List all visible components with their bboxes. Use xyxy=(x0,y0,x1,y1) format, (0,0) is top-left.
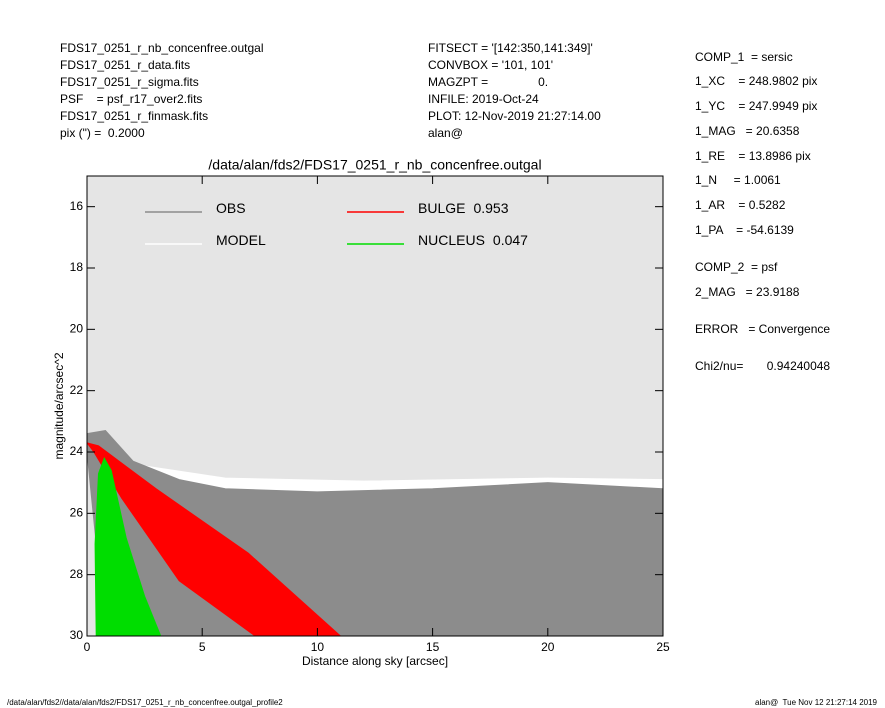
header-left-line: FDS17_0251_r_nb_concenfree.outgal xyxy=(60,41,263,55)
chart-title: /data/alan/fds2/FDS17_0251_r_nb_concenfr… xyxy=(208,157,541,173)
legend-label: NUCLEUS 0.047 xyxy=(418,232,528,248)
y-tick-label: 28 xyxy=(70,567,84,581)
fit-parameter: 1_N = 1.0061 xyxy=(695,173,781,187)
x-tick-label: 0 xyxy=(84,640,91,654)
header-left-line: PSF = psf_r17_over2.fits xyxy=(60,92,202,106)
header-middle-line: MAGZPT = 0. xyxy=(428,75,548,89)
fit-parameter: 1_MAG = 20.6358 xyxy=(695,124,800,138)
x-tick-label: 20 xyxy=(541,640,555,654)
y-tick-label: 18 xyxy=(70,260,84,274)
fit-parameter: 1_YC = 247.9949 pix xyxy=(695,99,817,113)
fit-parameter: 2_MAG = 23.9188 xyxy=(695,285,800,299)
fit-parameter: COMP_2 = psf xyxy=(695,260,778,274)
x-tick-label: 15 xyxy=(426,640,440,654)
y-tick-label: 22 xyxy=(70,383,84,397)
footer-left: /data/alan/fds2//data/alan/fds2/FDS17_02… xyxy=(7,698,283,707)
header-left-line: FDS17_0251_r_sigma.fits xyxy=(60,75,199,89)
header-middle-line: alan@ xyxy=(428,126,463,140)
x-tick-label: 25 xyxy=(656,640,670,654)
fit-parameter: 1_AR = 0.5282 xyxy=(695,198,786,212)
data-cloud xyxy=(94,456,162,636)
legend-label: OBS xyxy=(216,200,246,216)
plot-frame xyxy=(86,175,664,637)
legend-name: OBS xyxy=(216,200,246,216)
legend-name: NUCLEUS xyxy=(418,232,485,248)
y-tick-label: 20 xyxy=(70,322,84,336)
header-left-line: FDS17_0251_r_data.fits xyxy=(60,58,190,72)
y-tick-label: 30 xyxy=(70,628,84,642)
legend-label: BULGE 0.953 xyxy=(418,200,509,216)
legend-name: MODEL xyxy=(216,232,266,248)
legend-fraction: 0.047 xyxy=(493,232,528,248)
header-middle-line: PLOT: 12-Nov-2019 21:27:14.00 xyxy=(428,109,601,123)
header-left-line: pix (") = 0.2000 xyxy=(60,126,145,140)
header-middle-line: INFILE: 2019-Oct-24 xyxy=(428,92,539,106)
fit-parameter: 1_RE = 13.8986 pix xyxy=(695,149,811,163)
fit-parameter: 1_XC = 248.9802 pix xyxy=(695,74,817,88)
legend-label: MODEL xyxy=(216,232,266,248)
header-left-line: FDS17_0251_r_finmask.fits xyxy=(60,109,208,123)
legend-name: BULGE xyxy=(418,200,465,216)
x-tick-label: 5 xyxy=(199,640,206,654)
header-middle-line: CONVBOX = '101, 101' xyxy=(428,58,553,72)
plot-area xyxy=(87,429,663,636)
fit-parameter: COMP_1 = sersic xyxy=(695,50,793,64)
fit-parameter: ERROR = Convergence xyxy=(695,322,830,336)
fit-parameter: Chi2/nu= 0.94240048 xyxy=(695,359,830,373)
x-tick-label: 10 xyxy=(311,640,325,654)
footer-right: alan@ Tue Nov 12 21:27:14 2019 xyxy=(755,698,878,707)
x-axis-label: Distance along sky [arcsec] xyxy=(302,654,448,668)
y-tick-label: 16 xyxy=(70,199,84,213)
y-axis-label: magnitude/arcsec^2 xyxy=(52,352,66,459)
y-tick-label: 26 xyxy=(70,506,84,520)
fit-parameter: 1_PA = -54.6139 xyxy=(695,223,794,237)
y-tick-label: 24 xyxy=(70,444,84,458)
header-middle-line: FITSECT = '[142:350,141:349]' xyxy=(428,41,593,55)
legend-fraction: 0.953 xyxy=(473,200,508,216)
